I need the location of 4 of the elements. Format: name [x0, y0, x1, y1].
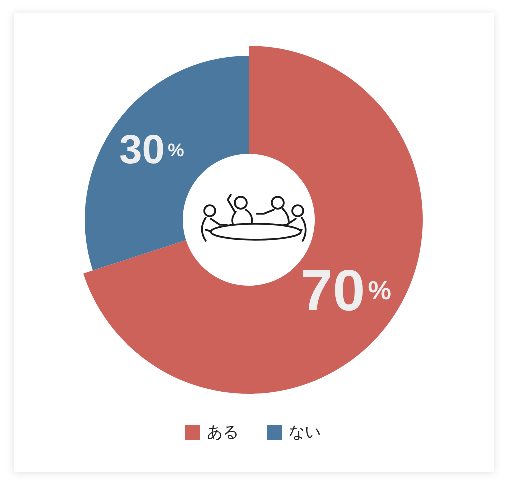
data-label: 70% [300, 258, 392, 324]
data-label: 30% [119, 126, 184, 172]
legend-label: ある [207, 424, 239, 442]
legend-label: ない [289, 424, 321, 442]
